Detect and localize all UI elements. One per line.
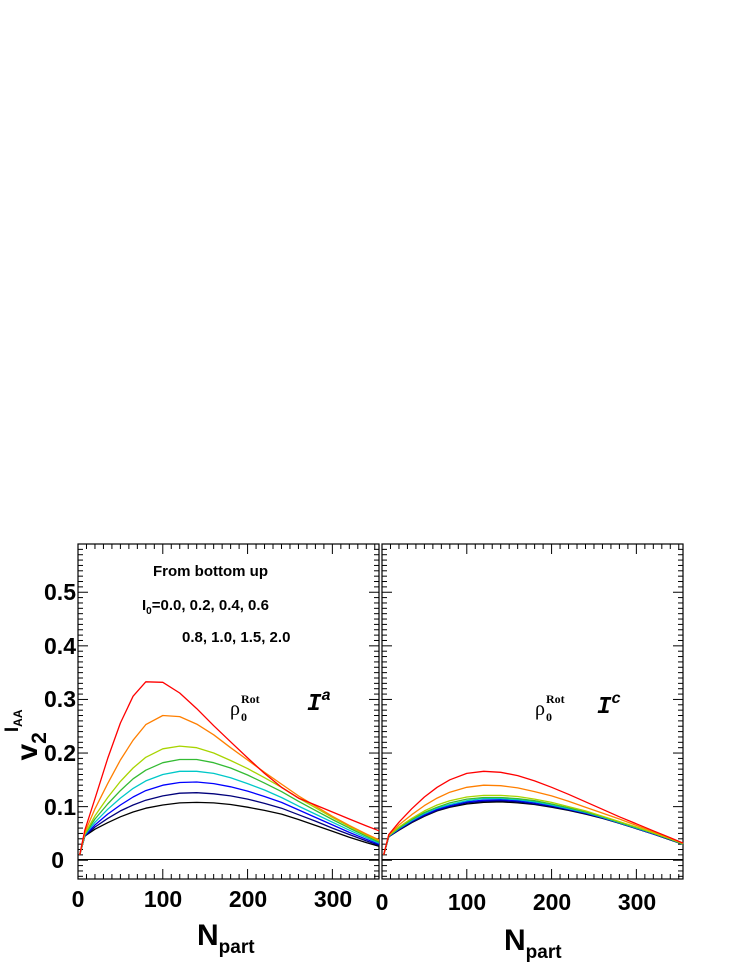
right-x-axis-title: Npart (504, 924, 562, 963)
right-panel-tag-sup: c (611, 690, 621, 708)
left-series-line-i0-0-8 (79, 758, 380, 856)
y-axis-title-sup: I (2, 727, 23, 732)
ytick-label: 0.3 (44, 686, 76, 712)
ytick-label: 0.1 (44, 794, 76, 820)
legend-i0-subscript: 0 (146, 606, 152, 617)
legend-caption: From bottom up (153, 563, 268, 580)
left-xtick-label: 100 (144, 886, 182, 912)
right-rho-symbol: ρ (535, 698, 545, 720)
left-xtick-label: 300 (314, 886, 352, 912)
left-series-line-i0-0-2 (79, 792, 380, 856)
legend-values-line-2: 0.8, 1.0, 1.5, 2.0 (182, 629, 290, 646)
left-panel-tag-main: I (307, 691, 322, 718)
right-xtick-label: 100 (448, 889, 486, 915)
left-panel-tag-sup: a (321, 687, 331, 705)
left-ticks (77, 544, 379, 879)
left-series-line-i0-0-6 (79, 770, 380, 856)
left-series-line-i0-1-5 (79, 714, 380, 856)
right-rho-superscript: Rot (546, 692, 565, 706)
right-rho-label: ρRot 0 (535, 692, 565, 724)
left-rho-label: ρRot 0 (230, 692, 260, 724)
left-rho-symbol: ρ (230, 698, 240, 720)
right-xtick-label: 200 (533, 889, 571, 915)
left-xtick-label: 200 (229, 886, 267, 912)
legend-values-text-1: =0.0, 0.2, 0.4, 0.6 (152, 597, 269, 614)
left-x-axis-title-main: N (197, 919, 219, 952)
y-axis-title: v2IAA (2, 709, 51, 760)
y-axis-title-sup-sub: AA (11, 709, 25, 727)
right-ticks (381, 544, 683, 879)
ytick-label: 0.2 (44, 740, 76, 766)
right-x-axis-title-sub: part (526, 942, 563, 963)
left-series-line-i0-0-4 (79, 781, 380, 856)
right-x-axis-title-main: N (504, 924, 526, 957)
y-axis-title-main: v (11, 744, 44, 761)
right-rho-subscript: 0 (546, 710, 552, 724)
left-x-axis-title-sub: part (219, 937, 256, 958)
right-series-line-i0-1-5 (383, 784, 684, 856)
left-x-axis-title: Npart (197, 919, 255, 958)
ytick-label: 0.4 (44, 633, 76, 659)
left-series-line-i0-2-0 (79, 681, 380, 856)
right-series-group (383, 770, 684, 856)
left-xtick-label: 0 (72, 886, 85, 912)
right-plot-frame (381, 543, 684, 880)
ytick-label: 0 (51, 847, 64, 873)
right-panel: 0 100 200 300 ρRot 0 Ic Npart (376, 543, 684, 963)
left-series-line-i0-1-0 (79, 745, 380, 856)
legend-i0-symbol: I (142, 597, 146, 614)
left-plot-frame (77, 543, 380, 880)
right-series-line-i0-1-0 (383, 794, 684, 856)
left-series-group (79, 681, 380, 856)
left-panel-tag: Ia (307, 687, 331, 718)
right-xtick-label: 300 (618, 889, 656, 915)
left-panel: 0 100 200 300 0 0.1 0.2 0.3 0.4 0.5 From… (2, 543, 380, 958)
y-axis-title-sub: 2 (28, 732, 51, 744)
left-rho-subscript: 0 (241, 710, 247, 724)
left-rho-superscript: Rot (241, 692, 260, 706)
left-series-line-i0-0-0 (79, 801, 380, 856)
right-series-line-i0-2-0 (383, 770, 684, 856)
right-xtick-label: 0 (376, 889, 389, 915)
ytick-label: 0.5 (44, 579, 76, 605)
right-panel-tag: Ic (597, 690, 621, 721)
right-series-line-i0-0-6 (383, 797, 684, 856)
right-panel-tag-main: I (597, 694, 612, 721)
legend-values-line-1: I0=0.0, 0.2, 0.4, 0.6 (142, 597, 269, 617)
